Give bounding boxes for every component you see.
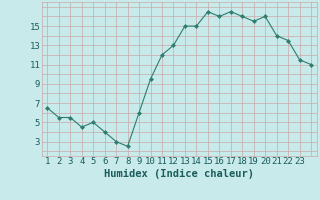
X-axis label: Humidex (Indice chaleur): Humidex (Indice chaleur) — [104, 169, 254, 179]
